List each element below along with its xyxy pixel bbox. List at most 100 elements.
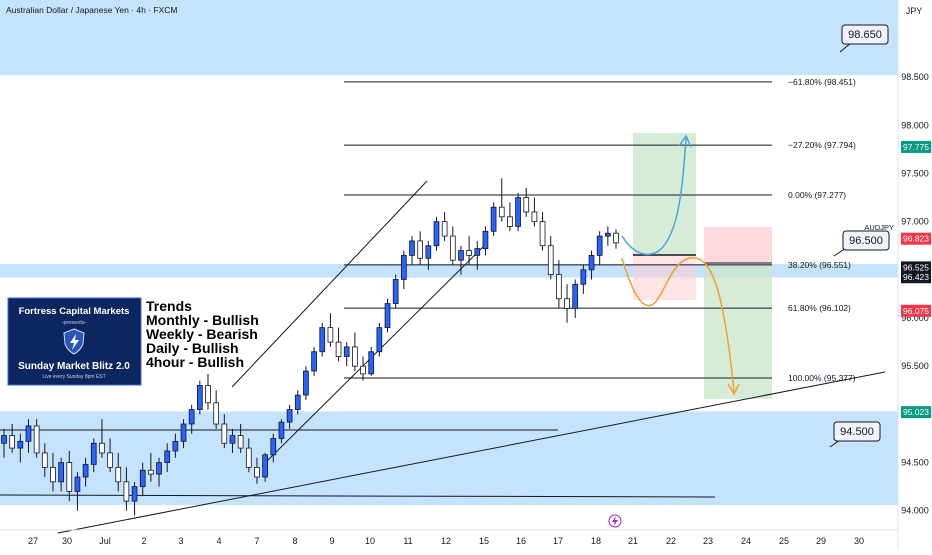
candle xyxy=(74,476,81,492)
fib-label-1: −27.20% (97.794) xyxy=(788,140,856,150)
price-tag-96500[interactable] xyxy=(842,230,890,251)
fib-levels-layer: −61.80% (98.451) −27.20% (97.794) 0.00% (9… xyxy=(344,77,856,383)
candle xyxy=(90,442,97,465)
upper-resistance-zone xyxy=(0,0,898,76)
short-stop-box xyxy=(704,227,772,263)
candle xyxy=(270,438,277,456)
candle xyxy=(25,425,32,442)
candle xyxy=(107,452,113,468)
chart-title: Australian Dollar / Japanese Yen · 4h · … xyxy=(6,5,178,15)
bullish-projection-arrow xyxy=(621,137,687,256)
candle xyxy=(188,409,195,425)
candle xyxy=(400,254,407,280)
candle xyxy=(531,211,538,223)
candle xyxy=(507,216,513,227)
candle xyxy=(449,235,456,261)
date-tick: 25 xyxy=(779,536,789,546)
logo-presents: -presents- xyxy=(62,320,87,326)
candle xyxy=(41,452,48,468)
price-tick: 94.000 xyxy=(901,506,929,516)
candle xyxy=(335,341,342,357)
candle xyxy=(409,240,415,256)
bearish-projection-arrow xyxy=(621,257,735,393)
drawn-lines-layer xyxy=(0,180,886,534)
date-tick: 23 xyxy=(703,536,713,546)
candle xyxy=(482,230,489,250)
channel-lower-line xyxy=(261,241,489,467)
price-tag-98650[interactable] xyxy=(841,24,889,45)
candle xyxy=(572,283,579,309)
candle xyxy=(466,250,472,256)
candle xyxy=(498,206,505,218)
date-tick: 17 xyxy=(553,536,563,546)
date-tick: 24 xyxy=(741,536,751,546)
price-badge-label: 96.525 xyxy=(903,262,929,272)
price-badge-label: 96.823 xyxy=(903,234,929,244)
date-tick: 9 xyxy=(329,536,334,546)
trend-daily: Daily - Bullish xyxy=(146,340,239,356)
candle xyxy=(384,303,391,329)
trend-4hour: 4hour - Bullish xyxy=(146,354,244,370)
candle xyxy=(311,351,317,372)
candle xyxy=(148,469,154,475)
trend-monthly: Monthly - Bullish xyxy=(146,312,259,328)
bearish-arrow-head xyxy=(727,383,740,396)
time-axis[interactable]: 27 30 Jul 2 3 4 7 8 9 10 11 12 15 16 17 18 21 22 23 24 25 29 3… xyxy=(28,536,864,546)
candle xyxy=(539,221,546,247)
candle xyxy=(213,402,220,425)
date-tick: 22 xyxy=(666,536,676,546)
fib-label-3: 38.20% (96.551) xyxy=(788,260,851,270)
price-tick: 98.000 xyxy=(901,120,929,130)
date-tick: 30 xyxy=(62,536,72,546)
price-tags-layer: 98.650 96.500 94.500 xyxy=(829,24,890,448)
logo-tagline: Live every Sunday 8pm EST xyxy=(42,374,105,380)
candle xyxy=(417,240,424,259)
fib-label-4: 61.80% (96.102) xyxy=(788,303,851,313)
date-tick: 21 xyxy=(628,536,638,546)
candle xyxy=(458,250,464,261)
price-badge-label: 97.775 xyxy=(903,142,929,152)
date-tick: 11 xyxy=(403,536,412,546)
candle xyxy=(392,279,399,304)
candle xyxy=(319,327,326,353)
candle xyxy=(139,469,146,488)
long-target-box xyxy=(633,133,696,255)
price-badge-label: 95.023 xyxy=(903,407,929,417)
candle xyxy=(564,298,570,309)
candle xyxy=(172,440,179,452)
candle xyxy=(613,232,619,244)
price-tag-96500-label: 96.500 xyxy=(849,235,883,247)
logo-brand: Fortress Capital Markets xyxy=(19,306,130,317)
candle xyxy=(50,466,56,483)
long-stop-box xyxy=(633,255,696,300)
date-tick: 18 xyxy=(591,536,601,546)
candle xyxy=(596,235,603,256)
candle xyxy=(278,421,285,439)
price-tick: 95.500 xyxy=(901,361,929,371)
date-tick: 2 xyxy=(141,536,146,546)
candle xyxy=(604,232,611,237)
horizontal-line-b xyxy=(0,494,716,498)
date-tick: Jul xyxy=(99,536,111,546)
date-tick: 30 xyxy=(854,536,864,546)
lightning-icon xyxy=(612,516,618,527)
candle xyxy=(123,481,130,502)
candle xyxy=(99,442,105,454)
price-tag-94500[interactable] xyxy=(833,421,881,442)
trends-block: Trends Monthly - Bullish Weekly - Bearis… xyxy=(146,298,259,370)
candle xyxy=(523,197,530,213)
candle xyxy=(180,423,187,442)
candle xyxy=(229,435,236,444)
candle xyxy=(474,248,481,256)
price-badge xyxy=(901,140,931,153)
price-tick: 98.500 xyxy=(901,72,929,82)
price-tick: 97.500 xyxy=(901,168,929,178)
candle xyxy=(441,221,448,237)
candle xyxy=(131,486,138,502)
date-tick: 15 xyxy=(479,536,489,546)
price-badge-label: 96.423 xyxy=(903,272,929,282)
fib-label-2: 0.00% (97.277) xyxy=(788,190,846,200)
candle xyxy=(433,221,440,247)
